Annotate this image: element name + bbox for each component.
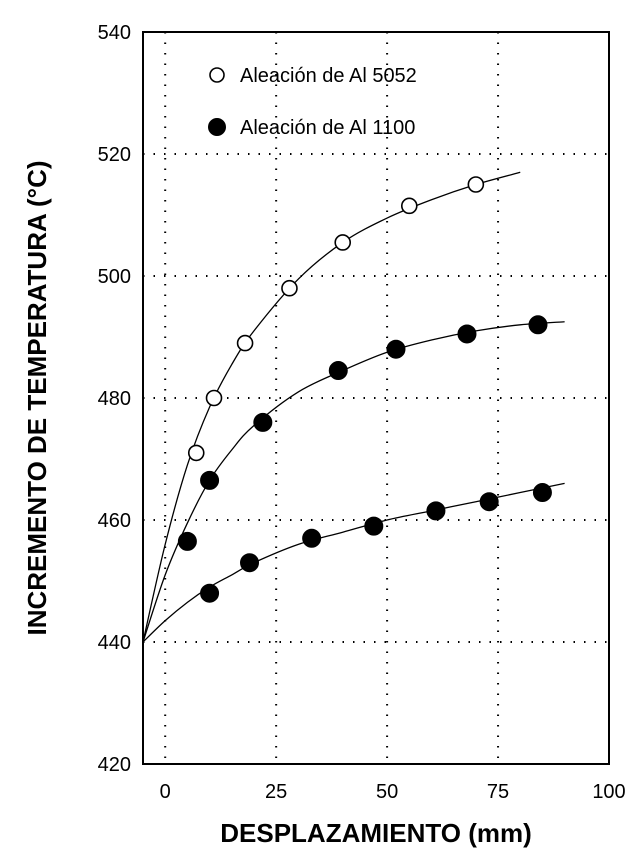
data-point-series-1 — [236, 334, 254, 352]
x-tick-label: 75 — [487, 781, 509, 803]
fit-curve-series-1 — [142, 171, 521, 643]
data-point-series-2 — [200, 470, 220, 490]
data-point-series-3 — [240, 553, 260, 573]
data-point-series-2 — [328, 361, 348, 381]
plot-frame — [142, 31, 610, 765]
legend-label: Aleación de Al 5052 — [240, 65, 417, 87]
data-point-series-2 — [457, 324, 477, 344]
y-tick-label: 420 — [98, 754, 131, 776]
data-point-series-1 — [467, 176, 485, 193]
data-point-series-1 — [400, 197, 418, 215]
data-point-series-2 — [386, 339, 406, 359]
data-point-series-1 — [281, 279, 298, 297]
data-point-series-1 — [187, 444, 205, 462]
x-tick-label: 100 — [592, 781, 625, 803]
x-tick-label: 25 — [265, 781, 287, 803]
y-tick-label: 540 — [98, 22, 131, 44]
x-tick-label: 50 — [376, 781, 398, 803]
y-tick-label: 460 — [98, 510, 131, 532]
legend-marker — [208, 118, 226, 136]
data-point-series-3 — [302, 528, 322, 548]
y-tick-label: 500 — [98, 266, 131, 288]
y-tick-label: 520 — [98, 144, 131, 166]
data-point-series-2 — [177, 531, 197, 551]
data-point-series-3 — [200, 583, 220, 603]
y-tick-label: 440 — [98, 632, 131, 654]
data-point-series-3 — [426, 501, 446, 521]
data-point-series-3 — [532, 483, 552, 503]
x-axis-title: DESPLAZAMIENTO (mm) — [220, 818, 532, 848]
fit-curve-series-3 — [142, 482, 565, 643]
data-point-series-1 — [334, 234, 352, 251]
data-point-series-3 — [364, 516, 384, 536]
data-point-series-2 — [528, 315, 548, 335]
data-point-series-2 — [253, 412, 273, 432]
data-point-series-1 — [205, 389, 223, 407]
legend-marker — [209, 67, 225, 83]
data-point-series-3 — [479, 492, 499, 512]
legend-label: Aleación de Al 1100 — [240, 117, 415, 139]
y-tick-label: 480 — [98, 388, 131, 410]
x-tick-label: 0 — [160, 781, 171, 803]
y-axis-title: INCREMENTO DE TEMPERATURA (°C) — [22, 160, 52, 635]
